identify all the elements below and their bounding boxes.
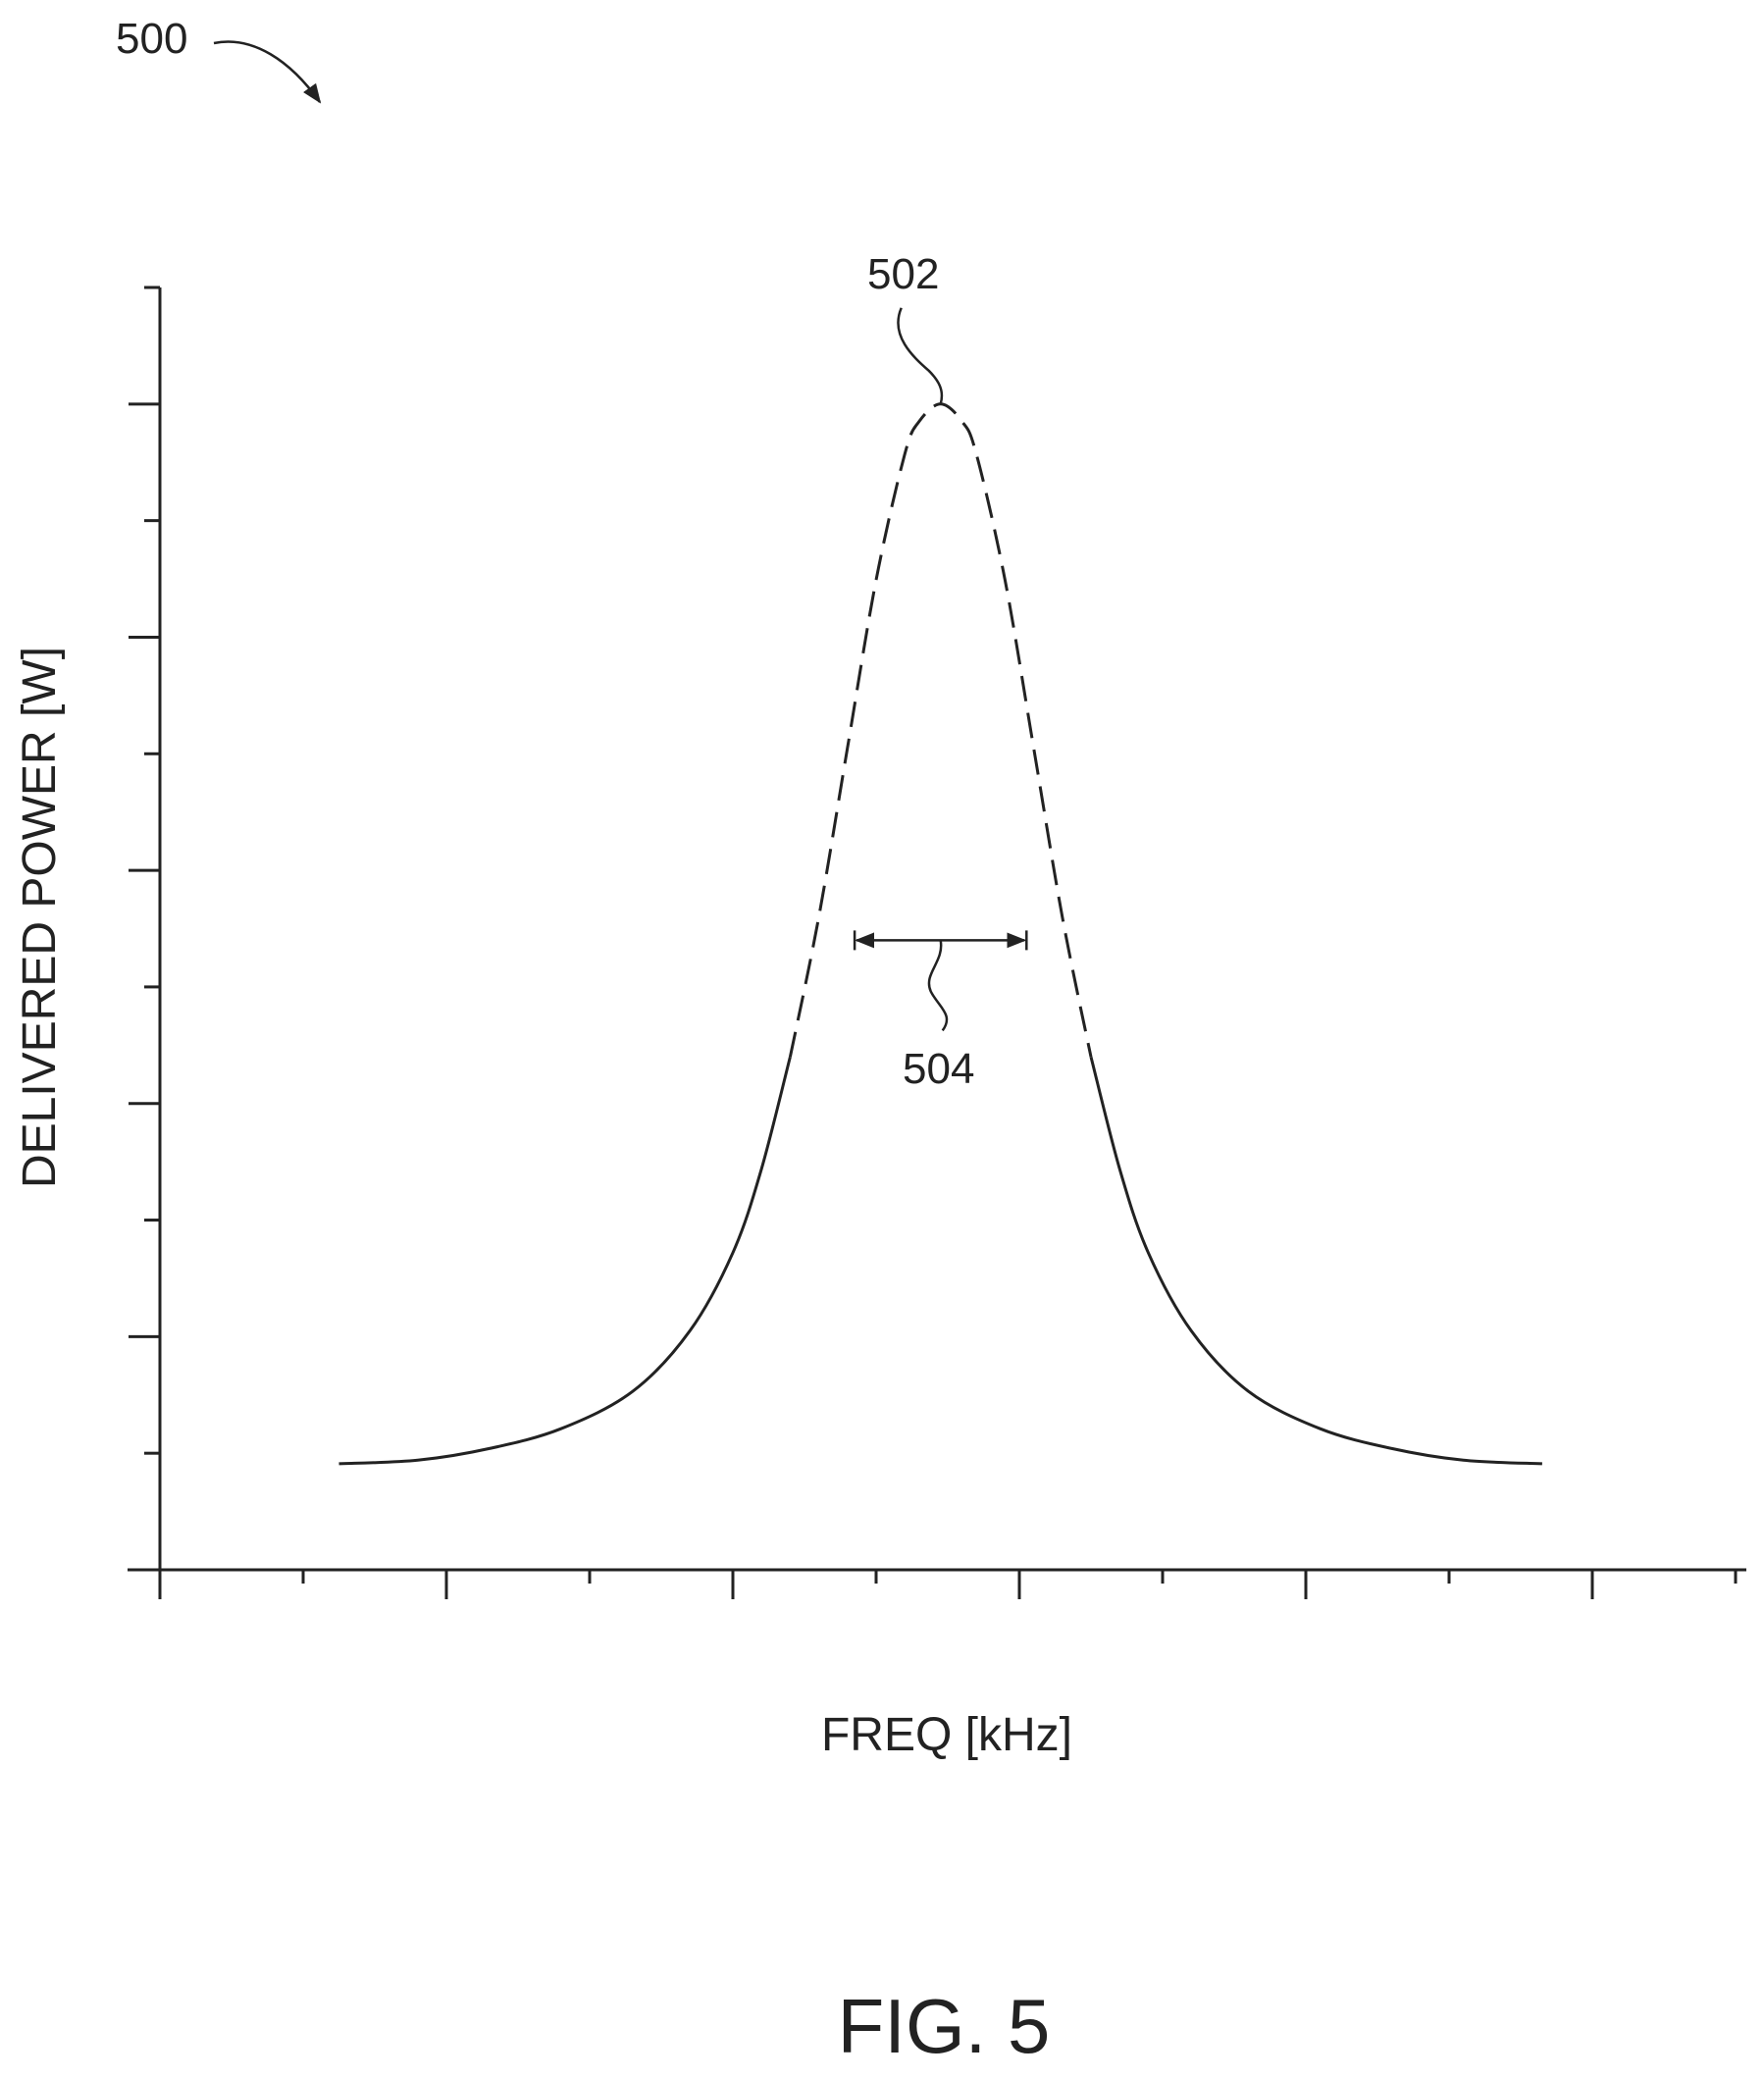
curve-left-tail [338,1056,792,1466]
figure-ref-number: 500 [116,15,187,63]
figure-ref-arrow [213,40,322,104]
x-axis-title: FREQ [kHz] [821,1709,1072,1761]
axes [128,286,1746,1599]
figure-caption: FIG. 5 [838,1983,1051,2069]
y-ticks [129,286,160,1572]
y-axis-title: DELIVERED POWER [W] [14,647,66,1188]
x-ticks [158,1570,1738,1599]
curve-right-tail [1089,1056,1542,1466]
peak-leader-line [897,307,944,405]
curve-peak-dashed [788,402,1093,1058]
bandwidth-ref-label: 504 [903,1045,974,1093]
peak-ref-label: 502 [867,250,939,298]
power-curve [338,402,1542,1466]
bandwidth-leader-line [927,940,949,1032]
